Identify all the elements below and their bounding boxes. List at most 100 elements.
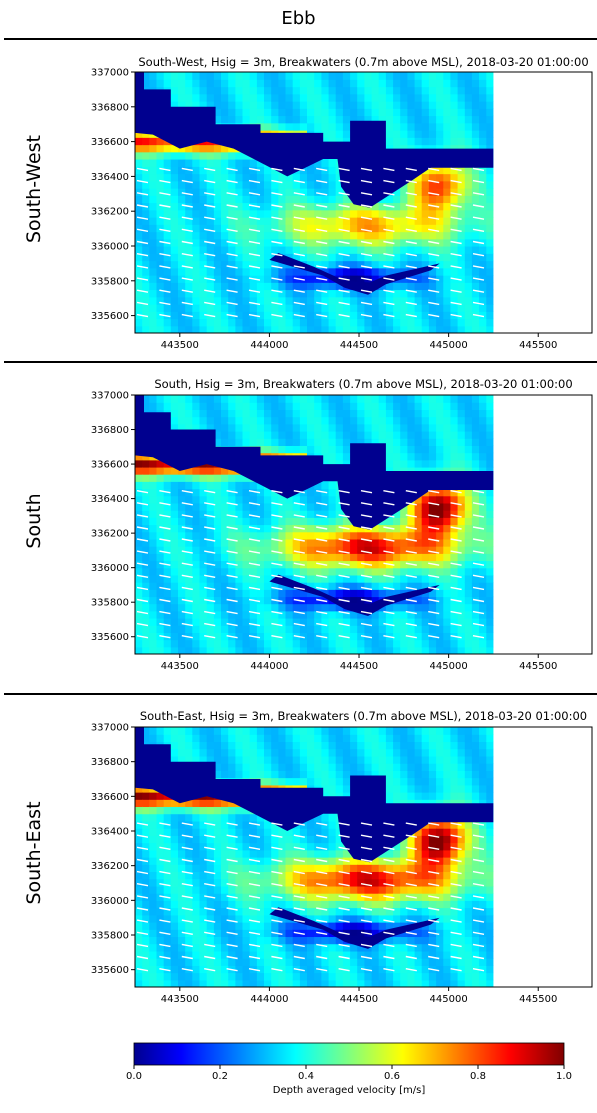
velocity-cell (242, 108, 251, 117)
velocity-cell (385, 325, 394, 333)
velocity-cell (443, 423, 452, 432)
velocity-cell (185, 79, 193, 88)
velocity-cell (393, 238, 401, 247)
velocity-cell (321, 610, 330, 619)
velocity-arrow (293, 216, 305, 220)
divider-2 (4, 361, 597, 363)
velocity-cell (328, 166, 337, 175)
x-tick-label: 443500 (161, 340, 199, 351)
velocity-cell (443, 209, 452, 218)
velocity-arrow (248, 179, 261, 184)
velocity-cell (299, 639, 308, 648)
velocity-cell (314, 238, 322, 247)
velocity-cell (486, 246, 494, 254)
velocity-cell (385, 452, 394, 461)
velocity-cell (450, 130, 459, 138)
velocity-cell (321, 289, 330, 298)
velocity-cell (249, 618, 258, 626)
velocity-cell (142, 231, 150, 240)
velocity-cell (350, 524, 358, 533)
velocity-cell (335, 217, 344, 225)
velocity-cell (486, 238, 494, 247)
velocity-cell (156, 531, 165, 540)
velocity-cell (264, 625, 272, 633)
velocity-cell (163, 517, 172, 526)
velocity-cell (486, 531, 494, 540)
velocity-cell (228, 770, 236, 779)
velocity-cell (142, 958, 150, 966)
velocity-cell (256, 289, 265, 298)
velocity-cell (228, 224, 236, 233)
velocity-cell (213, 481, 222, 490)
velocity-cell (264, 289, 272, 298)
velocity-arrow (360, 586, 373, 591)
velocity-cell (342, 538, 351, 547)
velocity-cell (393, 79, 401, 88)
velocity-cell (299, 618, 308, 626)
velocity-cell (321, 275, 330, 283)
velocity-cell (314, 546, 322, 554)
velocity-cell (249, 763, 258, 771)
velocity-cell (335, 538, 344, 547)
velocity-cell (170, 727, 179, 735)
velocity-cell (464, 589, 473, 598)
velocity-cell (479, 246, 487, 254)
velocity-cell (178, 943, 186, 952)
velocity-cell (156, 553, 165, 562)
velocity-cell (149, 734, 158, 743)
velocity-cell (414, 510, 423, 518)
velocity-cell (285, 958, 294, 966)
velocity-cell (242, 958, 251, 966)
velocity-cell (393, 531, 401, 540)
velocity-cell (213, 431, 222, 439)
velocity-cell (299, 727, 308, 735)
velocity-cell (378, 639, 387, 648)
velocity-cell (371, 625, 380, 633)
velocity-cell (235, 246, 244, 254)
velocity-cell (436, 238, 444, 247)
velocity-cell (364, 625, 373, 633)
velocity-cell (264, 857, 272, 865)
velocity-cell (357, 438, 365, 446)
velocity-cell (414, 217, 423, 225)
velocity-cell (299, 195, 308, 204)
velocity-cell (393, 231, 401, 240)
velocity-cell (242, 531, 251, 540)
velocity-cell (443, 517, 452, 526)
velocity-cell (307, 180, 315, 189)
velocity-cell (271, 734, 279, 743)
velocity-cell (199, 402, 208, 410)
velocity-cell (393, 395, 401, 403)
velocity-cell (199, 231, 208, 240)
velocity-arrow (338, 240, 350, 245)
velocity-arrow (383, 277, 395, 281)
velocity-cell (335, 137, 344, 146)
velocity-cell (221, 86, 229, 95)
velocity-cell (242, 907, 251, 916)
velocity-cell (307, 86, 315, 95)
velocity-cell (242, 72, 251, 80)
velocity-cell (213, 101, 222, 109)
velocity-cell (221, 438, 229, 446)
velocity-cell (299, 246, 308, 254)
velocity-cell (264, 488, 272, 497)
velocity-cell (170, 238, 179, 247)
velocity-cell (235, 93, 244, 102)
velocity-cell (292, 325, 301, 333)
velocity-cell (163, 79, 172, 88)
velocity-cell (450, 466, 459, 475)
velocity-cell (299, 395, 308, 403)
velocity-cell (378, 423, 387, 432)
velocity-arrow (293, 586, 305, 591)
velocity-cell (170, 864, 179, 873)
velocity-cell (213, 108, 222, 117)
velocity-cell (428, 122, 437, 131)
velocity-cell (307, 639, 315, 648)
velocity-cell (342, 267, 351, 276)
velocity-arrow (159, 526, 171, 530)
velocity-cell (450, 610, 459, 619)
chart-panel-3: South-East, Hsig = 3m, Breakwaters (0.7m… (91, 709, 593, 1005)
velocity-cell (271, 777, 279, 786)
velocity-arrow (338, 526, 350, 530)
divider-3 (4, 693, 597, 695)
